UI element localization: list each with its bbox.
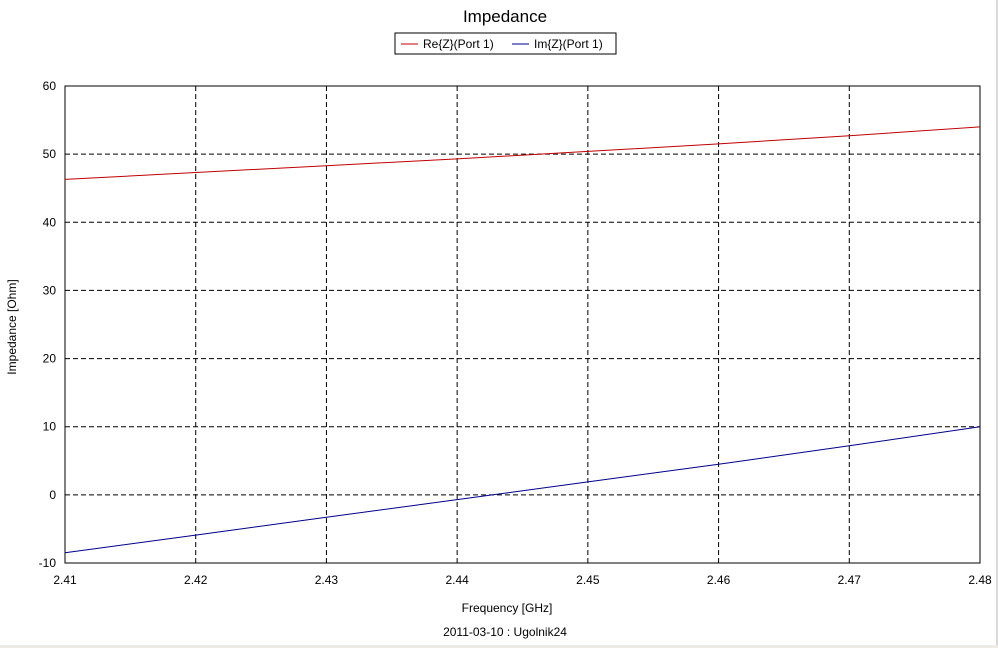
y-tick-label: 40 [43, 215, 57, 229]
x-tick-label: 2.48 [968, 573, 992, 587]
legend: Re{Z}(Port 1) Im{Z}(Port 1) [394, 32, 617, 55]
x-tick-label: 2.41 [53, 573, 77, 587]
x-tick-label: 2.44 [445, 573, 469, 587]
y-tick-label: -10 [39, 556, 57, 570]
legend-label-im-z: Im{Z}(Port 1) [534, 37, 603, 51]
x-tick-label: 2.43 [315, 573, 339, 587]
y-tick-label: 30 [43, 283, 57, 297]
y-tick-label: 0 [49, 488, 56, 502]
y-tick-label: 50 [43, 147, 57, 161]
x-tick-label: 2.47 [838, 573, 862, 587]
y-tick-label: 20 [43, 352, 57, 366]
window-edge-right [996, 0, 998, 648]
legend-box [394, 32, 617, 55]
series-line-re-z [64, 126, 981, 180]
grid [65, 86, 980, 563]
legend-label-re-z: Re{Z}(Port 1) [423, 37, 494, 51]
y-axis-label: Impedance [Ohm] [5, 279, 19, 374]
x-tick-label: 2.45 [576, 573, 600, 587]
window-edge-bottom [0, 645, 998, 648]
series-line-im-z [64, 426, 981, 554]
y-axis-ticks: 60 50 40 30 20 10 0 -10 [39, 79, 57, 570]
y-tick-label: 10 [43, 420, 57, 434]
plot-area [64, 85, 981, 564]
y-tick-label: 60 [43, 79, 57, 93]
x-axis-ticks: 2.41 2.42 2.43 2.44 2.45 2.46 2.47 2.48 [53, 573, 992, 587]
chart-title: Impedance [463, 7, 547, 26]
x-tick-label: 2.42 [184, 573, 208, 587]
x-tick-label: 2.46 [707, 573, 731, 587]
chart-footer: 2011-03-10 : Ugolnik24 [443, 625, 567, 639]
series-lines [64, 126, 981, 554]
x-axis-label: Frequency [GHz] [462, 601, 553, 615]
